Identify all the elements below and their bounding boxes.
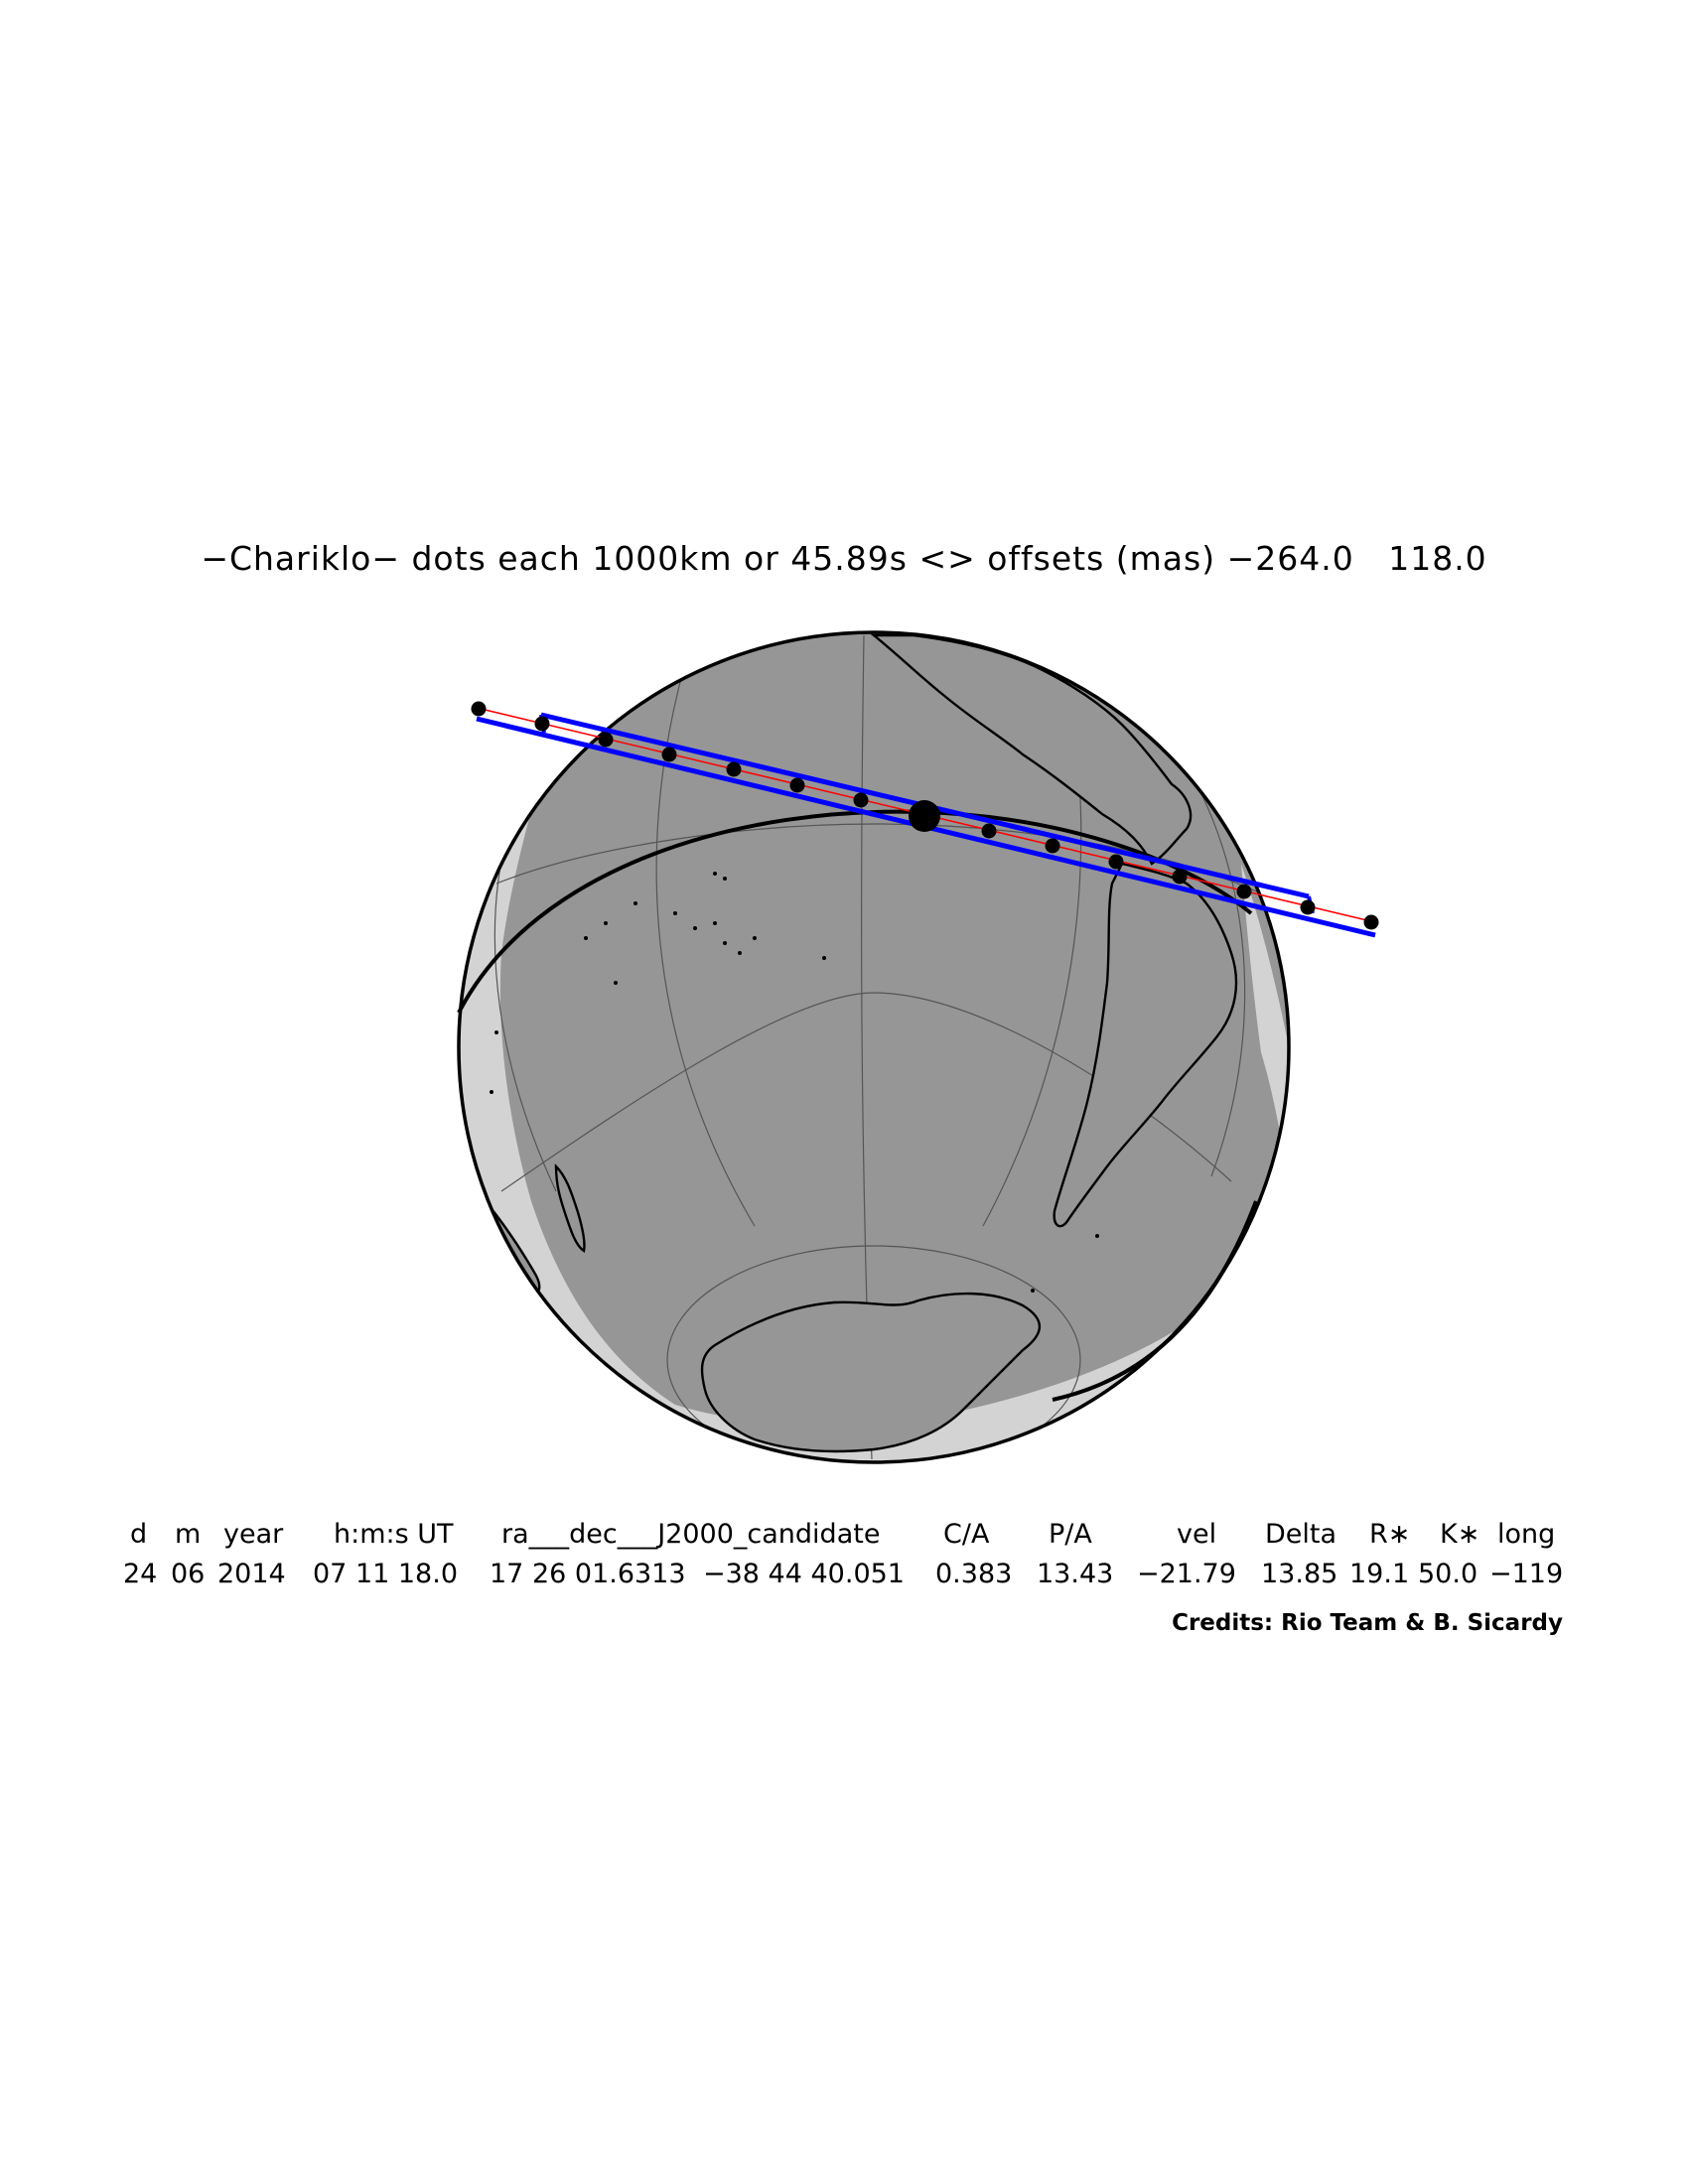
new-zealand-outline [554,1163,586,1253]
header-ra-dec: ra___dec___J2000_candidate [501,1519,881,1550]
value-hms-ut: 07 11 18.0 [313,1559,458,1589]
path-dots [471,701,1379,930]
path-dot [1172,869,1188,885]
continents [470,633,1238,1453]
header-m: m [175,1519,202,1550]
path-dot [471,701,487,717]
value-long: −119 [1489,1559,1564,1589]
value-delta: 13.85 [1261,1559,1338,1589]
value-ca: 0.383 [935,1559,1013,1589]
path-dot [981,823,997,839]
header-ca: C/A [943,1519,990,1550]
value-m: 06 [171,1559,206,1589]
header-d: d [130,1519,148,1550]
value-d: 24 [123,1559,158,1589]
path-dot [1045,838,1060,854]
offset-dec: 118.0 [1388,539,1487,578]
figure-title: −Chariklo− dots each 1000km or 45.89s <>… [0,539,1688,578]
path-dot [1236,884,1252,899]
path-dot [661,747,677,762]
path-dot [1300,899,1316,915]
value-r-star: 19.1 [1349,1559,1410,1589]
header-hms-ut: h:m:s UT [334,1519,454,1550]
header-k-star: K∗ [1440,1519,1480,1550]
header-pa: P/A [1049,1519,1092,1550]
south-america-outline [1053,862,1238,1228]
header-r-star: R∗ [1369,1519,1411,1550]
path-dot [1363,914,1379,930]
value-k-star: 50.0 [1418,1559,1478,1589]
title-prefix: −Chariklo− dots each 1000km or 45.89s <>… [201,539,1216,578]
header-vel: vel [1177,1519,1217,1550]
globe-outline [457,630,1291,1464]
header-year: year [223,1519,284,1550]
path-dot [789,777,805,793]
antarctica-outline [700,1292,1042,1453]
value-year: 2014 [217,1559,286,1589]
header-delta: Delta [1265,1519,1337,1550]
path-dot [534,716,550,732]
value-vel: −21.79 [1137,1559,1236,1589]
path-dot [726,761,742,777]
value-dec: −38 44 40.051 [703,1559,905,1589]
closest-approach-dot [909,800,940,832]
path-dot [1108,854,1124,870]
path-dot [598,732,614,748]
offset-ra: −264.0 [1226,539,1354,578]
value-pa: 13.43 [1037,1559,1114,1589]
header-long: long [1497,1519,1556,1550]
pacific-islands [490,872,1099,1293]
credits: Credits: Rio Team & B. Sicardy [1172,1610,1563,1636]
north-america-outline [870,633,1193,866]
value-ra: 17 26 01.6313 [490,1559,686,1589]
path-dot [853,792,869,808]
daylight-region-right [1241,864,1289,1191]
